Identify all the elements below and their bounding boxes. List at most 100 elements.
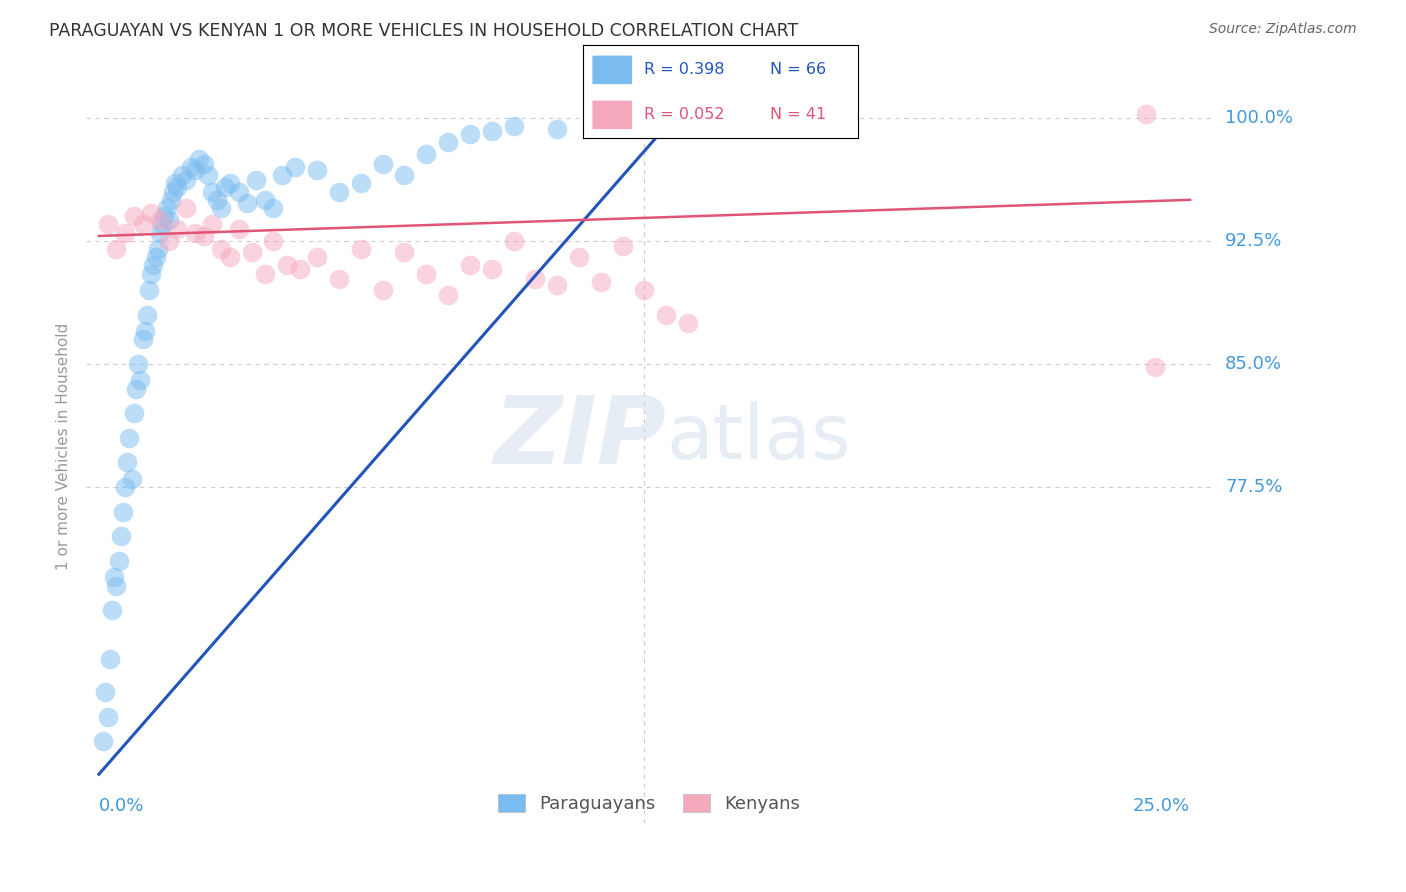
Point [307,250,329,264]
Point [568,250,591,264]
Point [371,283,394,297]
Point [150,218,173,232]
Text: 92.5%: 92.5% [1225,232,1282,250]
Point [228,222,250,236]
Point [307,163,329,178]
Point [205,193,228,207]
Legend: Paraguayans, Kenyans: Paraguayans, Kenyans [489,785,808,822]
Point [170,168,193,182]
Point [350,177,373,191]
Point [127,357,149,371]
Point [165,177,187,191]
Point [138,283,160,297]
Point [193,157,215,171]
Point [371,157,394,171]
Point [157,212,180,227]
Point [131,332,153,346]
Point [94,685,117,699]
Point [1135,107,1157,121]
Point [174,201,197,215]
Point [589,275,612,289]
Point [125,382,148,396]
Point [502,119,524,133]
Text: 77.5%: 77.5% [1225,478,1282,496]
Point [141,206,163,220]
Point [166,179,188,194]
Point [676,316,699,330]
Point [103,570,125,584]
Text: R = 0.398: R = 0.398 [644,62,724,78]
Point [142,259,165,273]
Text: N = 41: N = 41 [770,107,827,122]
FancyBboxPatch shape [592,55,633,85]
Point [135,308,157,322]
Point [633,114,655,128]
Point [415,267,437,281]
Point [149,226,172,240]
Point [288,261,311,276]
Text: 1 or more Vehicles in Household: 1 or more Vehicles in Household [56,322,72,570]
Point [201,218,224,232]
Point [240,245,263,260]
Point [253,193,276,207]
Point [1144,360,1167,375]
Point [101,603,124,617]
Point [209,201,232,215]
Point [481,124,503,138]
Point [91,734,114,748]
Point [546,122,568,136]
Point [245,173,267,187]
Point [236,196,259,211]
Point [184,226,207,240]
Text: N = 66: N = 66 [770,62,827,78]
Point [105,242,128,256]
Text: Source: ZipAtlas.com: Source: ZipAtlas.com [1209,22,1357,37]
Point [481,261,503,276]
Text: 100.0%: 100.0% [1225,109,1294,127]
Point [197,168,219,182]
Point [214,179,236,194]
Point [149,212,172,227]
Point [153,209,176,223]
Point [111,505,134,519]
Point [328,271,350,285]
Point [655,308,678,322]
Point [98,652,121,666]
Point [546,278,568,293]
Point [502,234,524,248]
Point [263,201,285,215]
Point [284,160,307,174]
Point [458,259,481,273]
Point [131,218,153,232]
Point [97,218,120,232]
Point [276,259,298,273]
Point [188,152,211,166]
Point [146,242,169,256]
Point [193,228,215,243]
Text: 25.0%: 25.0% [1133,797,1189,815]
Point [394,245,416,260]
Text: PARAGUAYAN VS KENYAN 1 OR MORE VEHICLES IN HOUSEHOLD CORRELATION CHART: PARAGUAYAN VS KENYAN 1 OR MORE VEHICLES … [49,22,799,40]
Point [218,250,240,264]
Point [105,578,128,592]
Point [122,406,145,420]
Point [350,242,373,256]
Point [437,288,460,302]
Text: R = 0.052: R = 0.052 [644,107,724,122]
Point [218,177,240,191]
Text: ZIP: ZIP [494,392,666,483]
Point [121,472,143,486]
Point [134,324,156,338]
Point [114,226,136,240]
Point [145,250,167,264]
Point [97,710,120,724]
Point [162,185,184,199]
Point [166,222,188,236]
Point [524,271,547,285]
Point [201,185,224,199]
Point [437,136,460,150]
Point [458,127,481,141]
Point [612,239,634,253]
Point [174,173,197,187]
Text: 0.0%: 0.0% [98,797,145,815]
